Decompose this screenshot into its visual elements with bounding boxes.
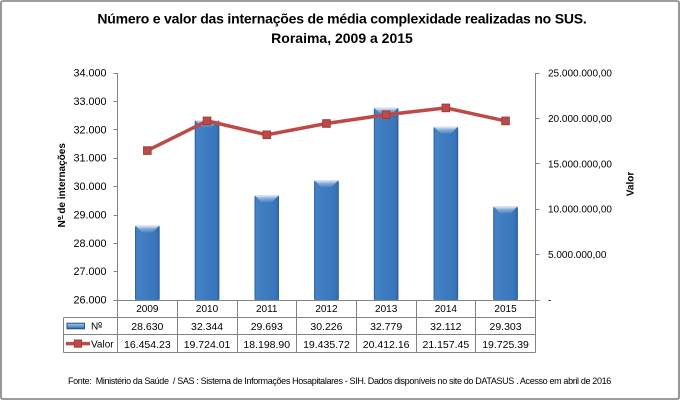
svg-text:28.630: 28.630 <box>131 321 163 333</box>
svg-text:Roraima, 2009 a 2015: Roraima, 2009 a 2015 <box>271 30 413 46</box>
svg-text:Valor: Valor <box>91 340 114 351</box>
svg-text:32.779: 32.779 <box>370 321 402 333</box>
svg-text:Número e valor das internações: Número e valor das internações de média … <box>97 11 586 27</box>
svg-text:-: - <box>548 296 551 307</box>
svg-text:33.000: 33.000 <box>73 96 106 108</box>
svg-text:32.344: 32.344 <box>191 321 223 333</box>
svg-text:2010: 2010 <box>196 304 219 315</box>
svg-text:30.226: 30.226 <box>310 321 342 333</box>
svg-text:2014: 2014 <box>435 304 458 315</box>
svg-text:28.000: 28.000 <box>73 238 106 250</box>
svg-text:2015: 2015 <box>494 304 517 315</box>
svg-text:21.157.45: 21.157.45 <box>422 339 469 351</box>
svg-text:Fonte: Ministério da Saúde /: Fonte: Ministério da Saúde / SAS : Siste… <box>68 376 611 386</box>
svg-text:31.000: 31.000 <box>73 153 106 165</box>
svg-text:Nº: Nº <box>91 322 102 333</box>
svg-text:19.724.01: 19.724.01 <box>184 339 231 351</box>
svg-text:18.198.90: 18.198.90 <box>243 339 290 351</box>
svg-text:2009: 2009 <box>136 304 159 315</box>
svg-text:20.000.000,00: 20.000.000,00 <box>548 114 612 125</box>
svg-text:2012: 2012 <box>315 304 338 315</box>
svg-text:32.000: 32.000 <box>73 124 106 136</box>
svg-text:2013: 2013 <box>375 304 398 315</box>
svg-text:15.000.000,00: 15.000.000,00 <box>548 159 612 170</box>
svg-text:25.000.000,00: 25.000.000,00 <box>548 69 612 80</box>
svg-text:29.303: 29.303 <box>489 321 521 333</box>
svg-text:27.000: 27.000 <box>73 266 106 278</box>
svg-text:16.454.23: 16.454.23 <box>124 339 171 351</box>
svg-text:20.412.16: 20.412.16 <box>363 339 410 351</box>
svg-text:30.000: 30.000 <box>73 181 106 193</box>
svg-text:19.435.72: 19.435.72 <box>303 339 350 351</box>
svg-text:29.000: 29.000 <box>73 209 106 221</box>
svg-text:32.112: 32.112 <box>430 321 461 333</box>
svg-text:5.000.000,00: 5.000.000,00 <box>548 250 607 261</box>
svg-text:34.000: 34.000 <box>73 68 106 80</box>
svg-text:Valor: Valor <box>626 172 637 197</box>
svg-text:10.000.000,00: 10.000.000,00 <box>548 205 612 216</box>
svg-text:19.725.39: 19.725.39 <box>482 339 529 351</box>
svg-text:Nº de internações: Nº de internações <box>57 143 68 228</box>
svg-text:2011: 2011 <box>256 304 278 315</box>
svg-text:29.693: 29.693 <box>251 321 283 333</box>
svg-text:26.000: 26.000 <box>73 295 106 307</box>
